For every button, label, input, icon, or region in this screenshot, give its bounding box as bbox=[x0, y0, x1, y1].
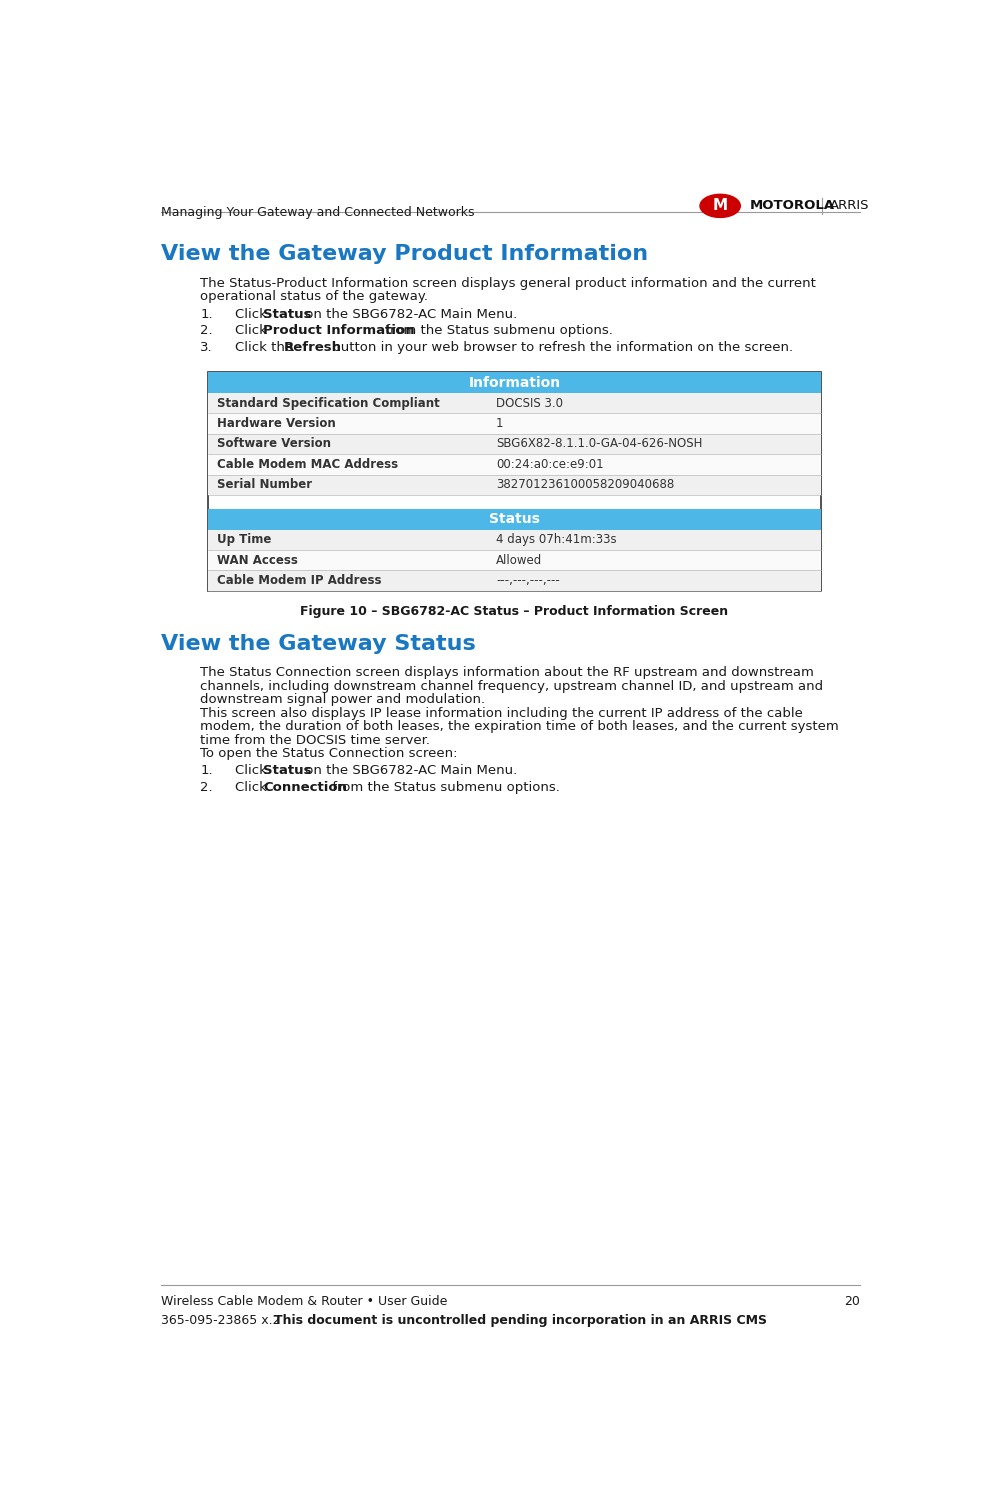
Text: downstream signal power and modulation.: downstream signal power and modulation. bbox=[200, 693, 486, 707]
FancyBboxPatch shape bbox=[208, 373, 821, 590]
Text: Information: Information bbox=[468, 376, 560, 389]
Text: on the SBG6782-AC Main Menu.: on the SBG6782-AC Main Menu. bbox=[300, 307, 517, 321]
FancyBboxPatch shape bbox=[208, 455, 821, 474]
FancyBboxPatch shape bbox=[208, 373, 821, 394]
Text: Serial Number: Serial Number bbox=[217, 479, 312, 492]
Text: 2.: 2. bbox=[200, 325, 213, 337]
Text: ---,---,---,---: ---,---,---,--- bbox=[496, 574, 560, 587]
Text: 00:24:a0:ce:e9:01: 00:24:a0:ce:e9:01 bbox=[496, 458, 603, 471]
Text: Connection: Connection bbox=[263, 781, 347, 795]
Text: from the Status submenu options.: from the Status submenu options. bbox=[328, 781, 560, 795]
Text: operational status of the gateway.: operational status of the gateway. bbox=[200, 291, 428, 303]
Text: To open the Status Connection screen:: To open the Status Connection screen: bbox=[200, 747, 457, 760]
Text: WAN Access: WAN Access bbox=[217, 553, 298, 567]
Text: SBG6X82-8.1.1.0-GA-04-626-NOSH: SBG6X82-8.1.1.0-GA-04-626-NOSH bbox=[496, 437, 702, 450]
Text: View the Gateway Status: View the Gateway Status bbox=[162, 634, 476, 655]
Text: Click: Click bbox=[235, 307, 271, 321]
Text: This screen also displays IP lease information including the current IP address : This screen also displays IP lease infor… bbox=[200, 707, 803, 720]
Text: time from the DOCSIS time server.: time from the DOCSIS time server. bbox=[200, 734, 430, 747]
Text: Click: Click bbox=[235, 325, 271, 337]
Text: 382701236100058209040688: 382701236100058209040688 bbox=[496, 479, 674, 492]
Text: 3.: 3. bbox=[200, 341, 213, 355]
FancyBboxPatch shape bbox=[208, 529, 821, 550]
Text: Cable Modem MAC Address: Cable Modem MAC Address bbox=[217, 458, 398, 471]
Text: DOCSIS 3.0: DOCSIS 3.0 bbox=[496, 397, 563, 410]
FancyBboxPatch shape bbox=[208, 571, 821, 590]
Text: channels, including downstream channel frequency, upstream channel ID, and upstr: channels, including downstream channel f… bbox=[200, 680, 823, 693]
Text: M: M bbox=[712, 198, 728, 213]
Text: Product Information: Product Information bbox=[263, 325, 415, 337]
Text: 1.: 1. bbox=[200, 307, 213, 321]
Text: from the Status submenu options.: from the Status submenu options. bbox=[381, 325, 612, 337]
Text: MOTOROLA: MOTOROLA bbox=[749, 200, 835, 212]
FancyBboxPatch shape bbox=[208, 434, 821, 455]
Text: 20: 20 bbox=[844, 1296, 859, 1309]
Text: Click: Click bbox=[235, 763, 271, 777]
Text: Software Version: Software Version bbox=[217, 437, 332, 450]
Text: Click: Click bbox=[235, 781, 271, 795]
Text: View the Gateway Product Information: View the Gateway Product Information bbox=[162, 245, 648, 264]
Text: Cable Modem IP Address: Cable Modem IP Address bbox=[217, 574, 382, 587]
Text: on the SBG6782-AC Main Menu.: on the SBG6782-AC Main Menu. bbox=[300, 763, 517, 777]
Text: This document is uncontrolled pending incorporation in an ARRIS CMS: This document is uncontrolled pending in… bbox=[274, 1314, 767, 1327]
Text: 1: 1 bbox=[496, 417, 503, 429]
FancyBboxPatch shape bbox=[208, 413, 821, 434]
Text: Hardware Version: Hardware Version bbox=[217, 417, 336, 429]
Text: modem, the duration of both leases, the expiration time of both leases, and the : modem, the duration of both leases, the … bbox=[200, 720, 839, 734]
Text: ARRIS: ARRIS bbox=[830, 200, 870, 212]
Text: 2.: 2. bbox=[200, 781, 213, 795]
FancyBboxPatch shape bbox=[208, 394, 821, 413]
Text: Status: Status bbox=[489, 513, 540, 526]
FancyBboxPatch shape bbox=[208, 508, 821, 529]
Text: Managing Your Gateway and Connected Networks: Managing Your Gateway and Connected Netw… bbox=[162, 206, 475, 219]
Text: Allowed: Allowed bbox=[496, 553, 542, 567]
Text: 365-095-23865 x.2: 365-095-23865 x.2 bbox=[162, 1314, 281, 1327]
Text: The Status-Product Information screen displays general product information and t: The Status-Product Information screen di… bbox=[200, 277, 816, 289]
Text: 1.: 1. bbox=[200, 763, 213, 777]
Text: The Status Connection screen displays information about the RF upstream and down: The Status Connection screen displays in… bbox=[200, 666, 814, 680]
Text: Wireless Cable Modem & Router • User Guide: Wireless Cable Modem & Router • User Gui… bbox=[162, 1296, 447, 1309]
Text: Click the: Click the bbox=[235, 341, 297, 355]
Text: 4 days 07h:41m:33s: 4 days 07h:41m:33s bbox=[496, 534, 617, 546]
Ellipse shape bbox=[700, 194, 741, 218]
Text: Standard Specification Compliant: Standard Specification Compliant bbox=[217, 397, 439, 410]
Text: Figure 10 – SBG6782-AC Status – Product Information Screen: Figure 10 – SBG6782-AC Status – Product … bbox=[300, 605, 729, 617]
FancyBboxPatch shape bbox=[208, 550, 821, 571]
Text: Status: Status bbox=[263, 763, 312, 777]
Text: Status: Status bbox=[263, 307, 312, 321]
FancyBboxPatch shape bbox=[208, 474, 821, 495]
Text: Refresh: Refresh bbox=[284, 341, 341, 355]
Text: button in your web browser to refresh the information on the screen.: button in your web browser to refresh th… bbox=[329, 341, 794, 355]
Text: Up Time: Up Time bbox=[217, 534, 272, 546]
